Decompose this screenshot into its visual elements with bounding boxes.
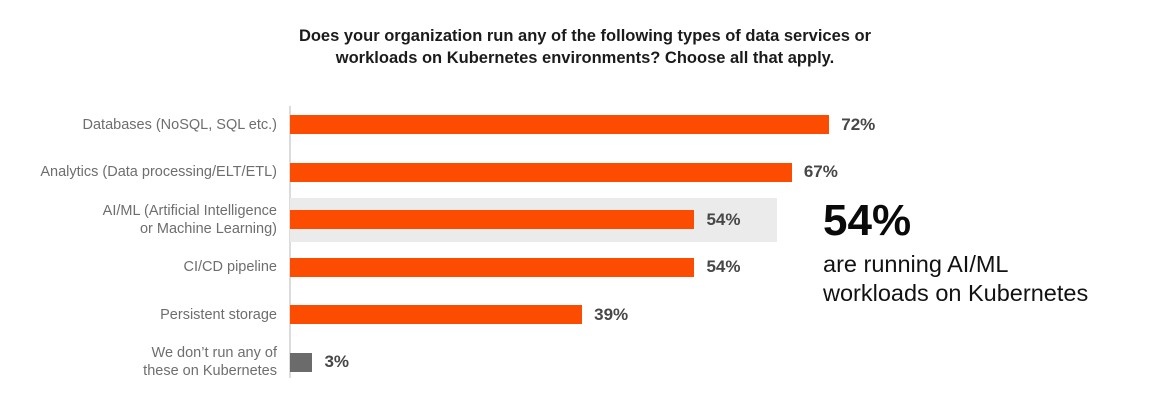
chart-title-line-2: workloads on Kubernetes environments? Ch… <box>335 49 835 67</box>
category-label-line: AI/ML (Artificial Intelligence <box>102 202 277 219</box>
chart-row: Analytics (Data processing/ELT/ETL) 67% <box>0 149 1158 197</box>
category-label: Analytics (Data processing/ELT/ETL) <box>0 163 290 181</box>
category-label: Persistent storage <box>0 306 290 324</box>
y-axis-line <box>289 106 291 378</box>
bar-track: 72% <box>290 101 1158 149</box>
bar <box>290 115 830 135</box>
category-label-line: these on Kubernetes <box>143 363 277 380</box>
category-label-line: Databases (NoSQL, SQL etc.) <box>82 116 278 133</box>
bar <box>290 210 695 230</box>
chart-row: Databases (NoSQL, SQL etc.) 72% <box>0 101 1158 149</box>
chart-row: We don’t run any of these on Kubernetes 3% <box>0 339 1158 387</box>
bar-track: 67% <box>290 149 1158 197</box>
bar <box>290 162 792 182</box>
value-label: 3% <box>324 352 350 372</box>
bar <box>290 305 583 325</box>
bar-track: 54% <box>290 196 1158 244</box>
value-label: 54% <box>706 257 741 277</box>
callout: 54% are running AI/ML workloads on Kuber… <box>823 196 1143 308</box>
value-label: 54% <box>706 209 741 229</box>
bar-track: 3% <box>290 339 1158 387</box>
category-label-line: We don’t run any of <box>151 345 277 362</box>
bar-track: 54% <box>290 244 1158 292</box>
bar-rows: Databases (NoSQL, SQL etc.) 72% Analytics … <box>0 101 1158 386</box>
category-label: Databases (NoSQL, SQL etc.) <box>0 116 290 134</box>
chart-row: AI/ML (Artificial Intelligence or Machine… <box>0 196 1158 244</box>
bar <box>290 257 695 277</box>
category-label-line: Persistent storage <box>160 306 277 323</box>
callout-stat: 54% <box>823 196 912 245</box>
bar <box>290 352 313 372</box>
value-label: 67% <box>803 162 838 182</box>
chart-title: Does your organization run any of the fo… <box>229 25 941 69</box>
value-label: 72% <box>841 114 876 134</box>
chart-row: Persistent storage 39% <box>0 291 1158 339</box>
value-label: 39% <box>594 304 629 324</box>
chart-row: CI/CD pipeline 54% <box>0 244 1158 292</box>
chart-title-line-1: Does your organization run any of the fo… <box>298 27 872 45</box>
category-label-line: CI/CD pipeline <box>183 259 278 276</box>
category-label-line: Analytics (Data processing/ELT/ETL) <box>40 164 277 181</box>
bar-track: 39% <box>290 291 1158 339</box>
callout-line-1: are running AI/ML <box>823 251 1009 277</box>
category-label: We don’t run any of these on Kubernetes <box>0 344 290 380</box>
category-label: CI/CD pipeline <box>0 258 290 276</box>
category-label: AI/ML (Artificial Intelligence or Machine… <box>0 202 290 238</box>
callout-line-2: workloads on Kubernetes <box>823 280 1089 306</box>
category-label-line: or Machine Learning) <box>139 220 277 237</box>
